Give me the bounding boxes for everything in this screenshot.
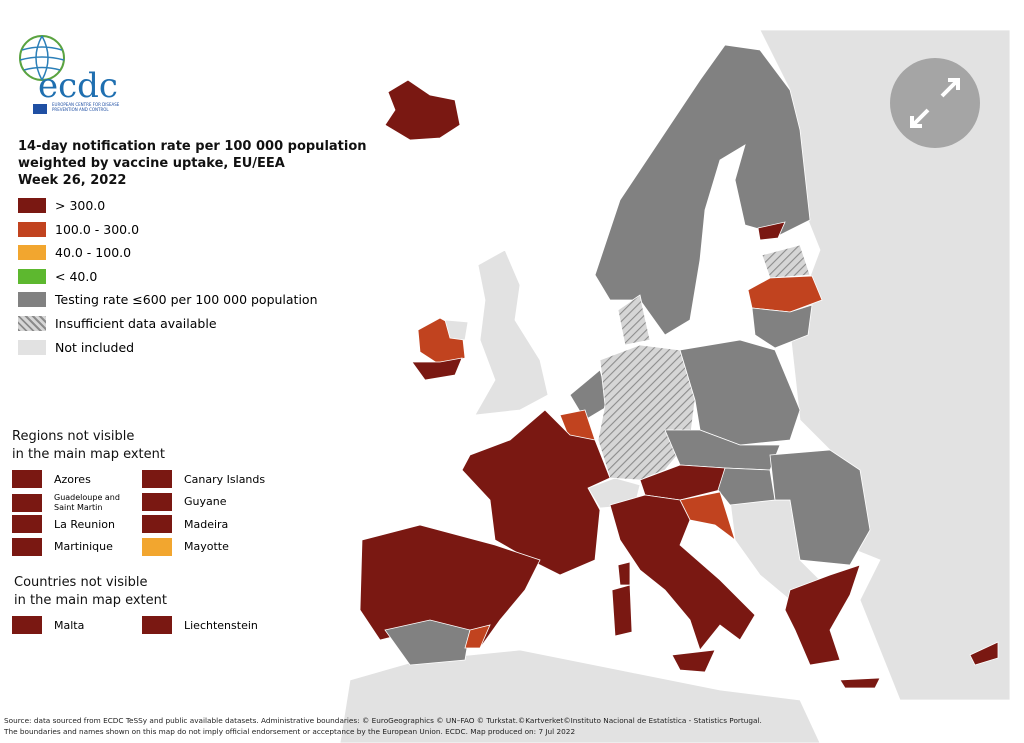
legend-swatch [142,470,172,488]
legend-item: Martinique [12,537,113,556]
legend-swatch [18,292,46,308]
legend-item: Guadeloupe and Saint Martin [12,493,124,513]
sardinia [611,584,633,637]
legend-swatch [142,616,172,634]
legend-item: Mayotte [142,537,229,556]
legend-swatch [12,493,42,512]
source-line: The boundaries and names shown on this m… [4,727,576,736]
germany [597,344,696,481]
countries-title: Countries not visible in the main map ex… [14,574,167,610]
legend-swatch [12,515,42,533]
crete [839,677,881,689]
finland-south [757,221,786,241]
legend-label: Madeira [184,517,229,531]
legend-item: > 300.0 [18,198,105,213]
legend-title-line: weighted by vaccine uptake, EU/EEA [18,156,285,171]
legend-item: Guyane [142,492,227,511]
countries [339,29,1011,743]
france [461,409,611,576]
legend-swatch [142,537,172,556]
legend-item: Not included [18,339,135,355]
expand-icon[interactable] [910,78,960,128]
murcia [464,624,491,649]
legend-label: Testing rate ≤600 per 100 000 population [55,292,318,308]
legend-swatch [12,616,42,634]
legend-swatch [18,221,46,237]
legend-item: Azores [12,470,91,488]
logo [19,35,65,114]
legend-label: Malta [54,618,85,632]
legend-label: Martinique [54,540,113,553]
regions-title-line: Regions not visible [12,429,135,444]
legend-label: 40.0 - 100.0 [55,245,132,261]
legend-swatch [12,537,42,556]
romania-bulgaria [769,449,871,566]
ireland-south [411,357,463,381]
legend-title-line: Week 26, 2022 [18,173,127,188]
poland [679,339,801,446]
legend-item: 100.0 - 300.0 [18,221,140,237]
legend-swatch [18,339,46,355]
northern-ireland [444,319,469,341]
legend-label: > 300.0 [55,198,106,213]
italy [609,494,756,651]
legend-label: < 40.0 [55,268,98,284]
sicily [671,649,716,673]
legend-item: Liechtenstein [142,616,258,634]
legend-label: Mayotte [184,540,229,553]
legend-title: 14-day notification rate per 100 000 pop… [18,138,367,189]
legend-swatch [18,245,46,261]
legend-label: Guyane [184,495,227,508]
expand-button[interactable] [890,58,980,148]
legend-label: Not included [55,339,135,355]
legend-item: < 40.0 [18,268,98,284]
greece [784,564,861,666]
regions-title: Regions not visible in the main map exte… [12,428,165,464]
legend-item: Canary Islands [142,470,265,488]
countries-title-line: Countries not visible [14,575,148,590]
legend-swatch [18,316,46,331]
source-line: Source: data sourced from ECDC TeSSy and… [4,716,762,725]
legend-item: Insufficient data available [18,316,217,331]
legend-title-line: 14-day notification rate per 100 000 pop… [18,139,367,154]
legend-item: Madeira [142,515,228,533]
lithuania [751,304,813,349]
logo-subtitle: EUROPEAN CENTRE FOR DISEASE PREVENTION A… [52,102,120,112]
legend-label: Liechtenstein [184,618,258,632]
legend-label: La Reunion [54,517,115,531]
legend-label: Insufficient data available [55,316,217,331]
legend-item: La Reunion [12,515,115,533]
countries-title-line: in the main map extent [14,593,167,608]
scandinavia [594,44,811,336]
legend-swatch [12,470,42,488]
iberia [359,524,541,649]
legend-item: Malta [12,616,84,634]
legend-swatch [18,268,46,284]
logo-name: ecdc [38,66,118,106]
denmark [617,294,651,346]
cyprus [969,641,999,666]
hungary [717,467,776,506]
legend-swatch [18,198,46,213]
legend-item: Testing rate ≤600 per 100 000 population [18,292,318,308]
regions-title-line: in the main map extent [12,447,165,462]
corsica [617,561,631,586]
legend-swatch [142,492,172,511]
iceland [384,79,461,141]
legend-label: 100.0 - 300.0 [55,221,140,237]
legend-item: 40.0 - 100.0 [18,245,132,261]
legend-label: Azores [54,472,91,486]
legend-label: Guadeloupe and Saint Martin [54,492,120,512]
legend-swatch [142,515,172,533]
estonia [761,244,811,279]
legend-label: Canary Islands [184,472,266,486]
uk [474,249,549,416]
